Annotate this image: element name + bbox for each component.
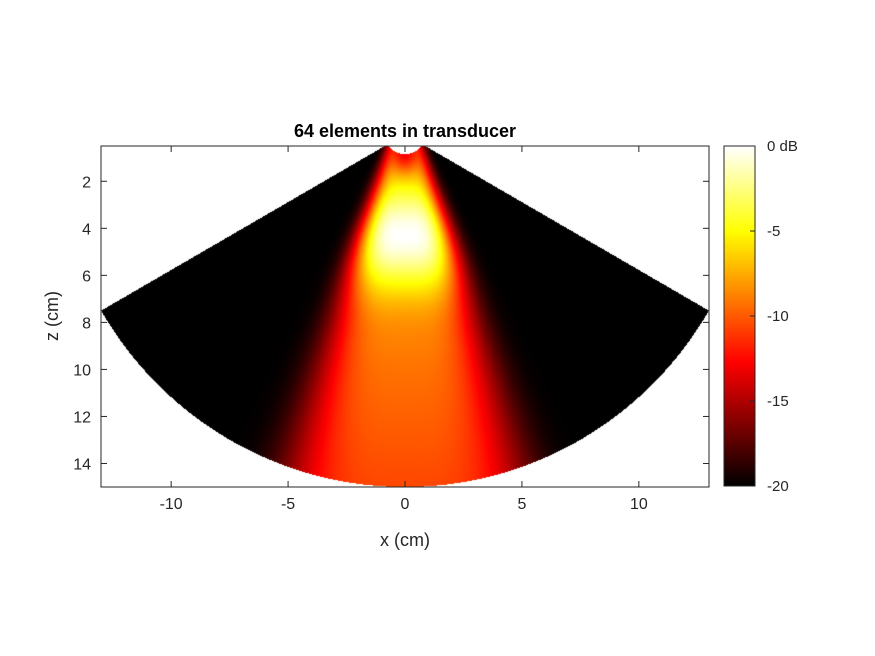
- heatmap-image: [101, 146, 709, 487]
- x-tick-label: 10: [630, 496, 648, 513]
- colorbar-tick-label: -20: [767, 478, 789, 495]
- x-tick-label: 0: [401, 496, 410, 513]
- colorbar-gradient: [724, 146, 755, 486]
- x-tick-label: 5: [517, 496, 526, 513]
- colorbar-tick-label: -10: [767, 308, 789, 325]
- plot-area: -10 -5 0 5 10 2 4 6 8 10 12 14: [73, 145, 710, 513]
- x-axis: -10 -5 0 5 10: [160, 146, 648, 513]
- chart-title: 64 elements in transducer: [294, 121, 516, 141]
- colorbar: 0 dB -5 -10 -15 -20: [723, 138, 798, 495]
- y-tick-label: 4: [82, 221, 91, 238]
- colorbar-tick-label: -5: [767, 223, 780, 240]
- colorbar-tick-label: -15: [767, 393, 789, 410]
- y-tick-label: 10: [73, 362, 91, 379]
- y-tick-label: 14: [73, 456, 91, 473]
- y-tick-label: 8: [82, 315, 91, 332]
- y-axis: 2 4 6 8 10 12 14: [73, 174, 709, 473]
- x-tick-label: -5: [281, 496, 295, 513]
- y-tick-label: 6: [82, 268, 91, 285]
- x-tick-label: -10: [160, 496, 183, 513]
- colorbar-tick-label: 0 dB: [767, 138, 798, 155]
- y-tick-label: 12: [73, 409, 91, 426]
- y-tick-label: 2: [82, 174, 91, 191]
- image-layer: [101, 146, 709, 487]
- x-axis-label: x (cm): [380, 530, 430, 550]
- y-axis-label: z (cm): [42, 291, 62, 341]
